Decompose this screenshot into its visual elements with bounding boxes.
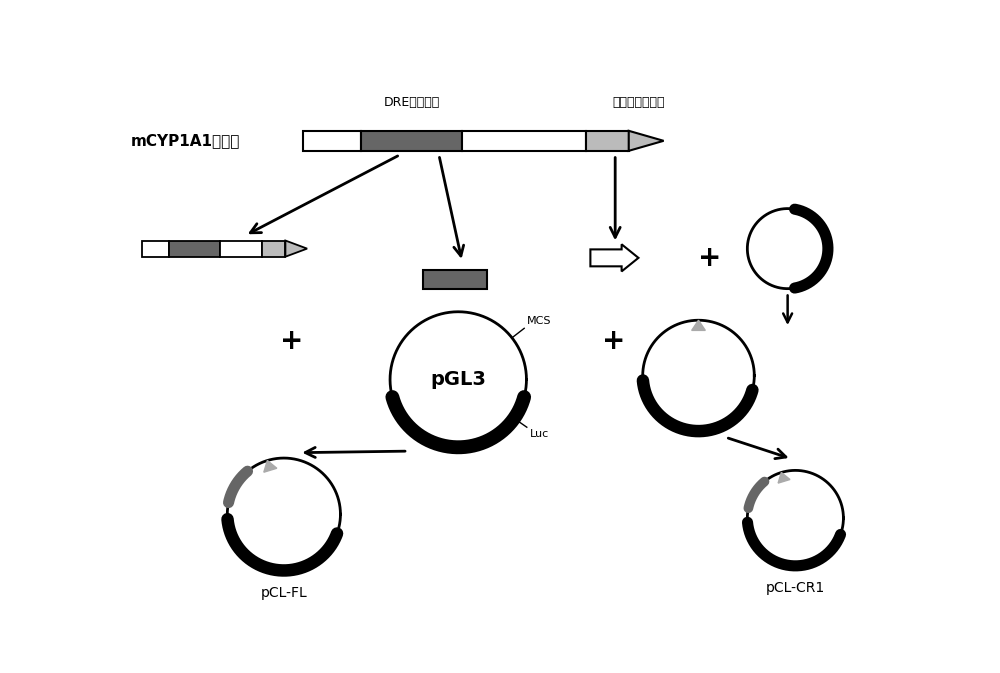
FancyBboxPatch shape	[142, 240, 169, 256]
Polygon shape	[778, 472, 790, 483]
Text: MCS: MCS	[527, 316, 552, 326]
Text: 启动子基本区段: 启动子基本区段	[612, 96, 665, 109]
FancyBboxPatch shape	[303, 131, 361, 151]
Polygon shape	[629, 131, 664, 151]
Text: +: +	[280, 327, 303, 355]
FancyBboxPatch shape	[462, 131, 586, 151]
Text: DRE富集区段: DRE富集区段	[384, 96, 440, 109]
Polygon shape	[285, 240, 307, 256]
Polygon shape	[264, 460, 277, 472]
Text: pGL3: pGL3	[430, 370, 486, 389]
Text: pCL-CR1: pCL-CR1	[766, 581, 825, 595]
Polygon shape	[692, 320, 705, 330]
Text: +: +	[602, 327, 625, 355]
Polygon shape	[590, 244, 638, 271]
FancyBboxPatch shape	[262, 240, 285, 256]
FancyBboxPatch shape	[361, 131, 462, 151]
FancyBboxPatch shape	[220, 240, 262, 256]
Text: pCL-FL: pCL-FL	[260, 586, 307, 600]
FancyBboxPatch shape	[423, 270, 487, 289]
Text: +: +	[698, 244, 722, 272]
Text: mCYP1A1启动子: mCYP1A1启动子	[131, 133, 241, 148]
FancyBboxPatch shape	[586, 131, 629, 151]
FancyBboxPatch shape	[169, 240, 220, 256]
Text: Luc: Luc	[530, 429, 549, 439]
